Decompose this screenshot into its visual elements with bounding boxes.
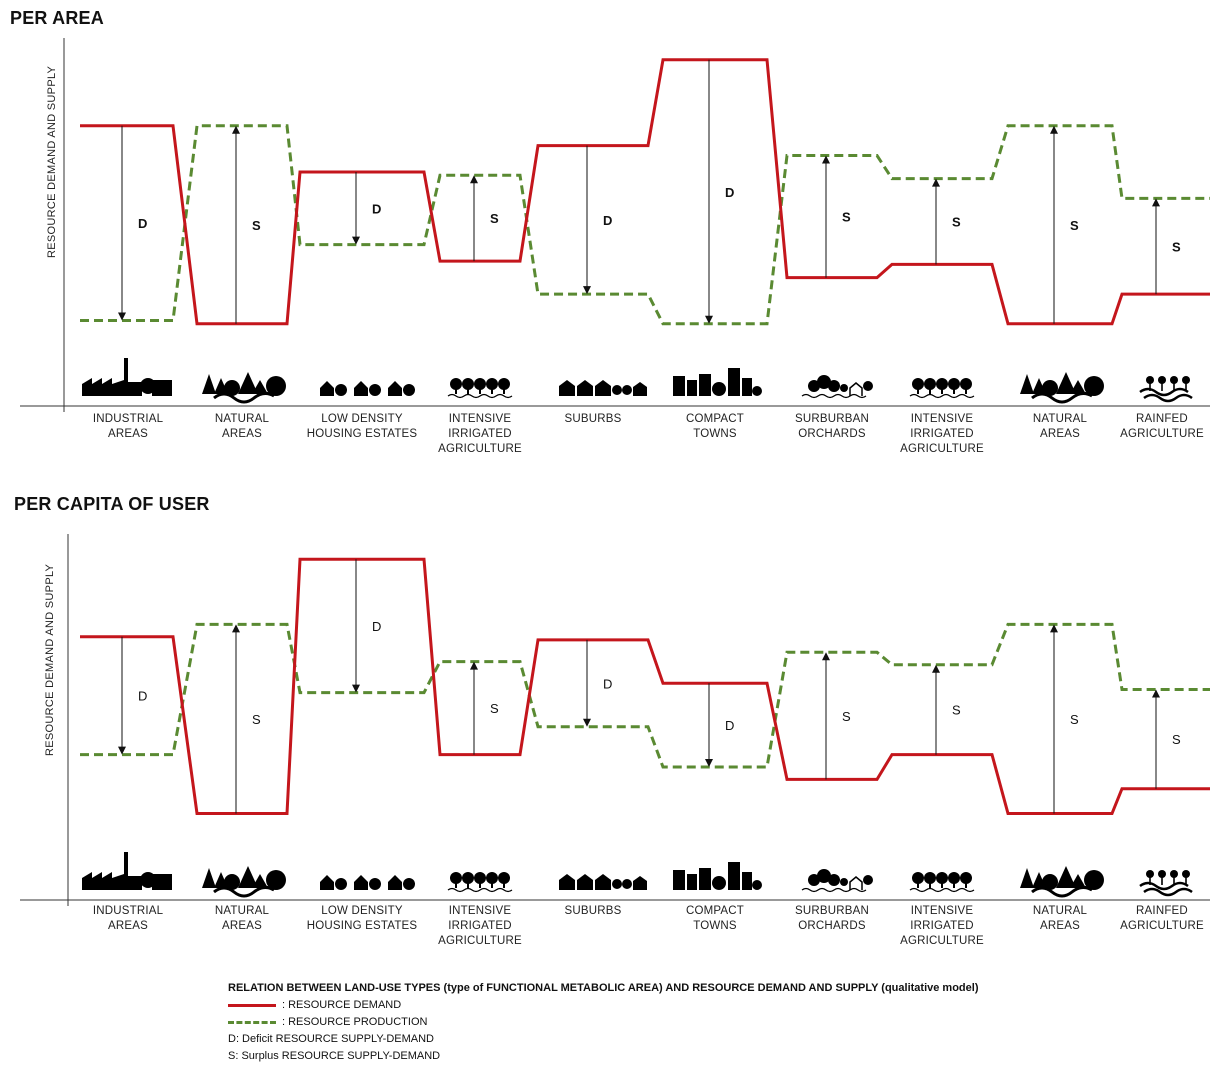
category-label-3: LOW DENSITY HOUSING ESTATES: [306, 413, 418, 440]
category-label-9: NATURAL AREAS: [1032, 905, 1088, 932]
surplus-marker-7: S: [842, 210, 851, 225]
surplus-arrow-8: [932, 664, 940, 755]
deficit-arrow-5: [583, 145, 591, 295]
deficit-marker-3: D: [372, 619, 381, 634]
city-blocks-icon: [673, 862, 762, 890]
legend-demand-swatch: [228, 1004, 276, 1007]
legend-demand-label: : RESOURCE DEMAND: [282, 999, 402, 1011]
surplus-marker-2: S: [252, 218, 261, 233]
deficit-arrow-1: [118, 125, 126, 321]
city-blocks-icon: [673, 368, 762, 396]
crop-trees-icon: [447, 378, 513, 399]
surplus-arrow-4: [470, 175, 478, 262]
category-label-5: SUBURBS: [564, 905, 622, 917]
deficit-arrow-6: [705, 59, 713, 324]
surplus-marker-10: S: [1172, 239, 1181, 254]
category-label-10: RAINFED AGRICULTURE: [1120, 905, 1204, 932]
deficit-marker-6: D: [725, 718, 734, 733]
legend-surplus: S: Surplus RESOURCE SUPPLY-DEMAND: [228, 1050, 441, 1062]
resource-demand-line: [80, 557, 1210, 815]
surplus-arrow-7: [822, 652, 830, 780]
legend-production-swatch: [228, 1021, 276, 1024]
deficit-marker-1: D: [138, 689, 147, 704]
category-label-1: INDUSTRIAL AREAS: [92, 905, 164, 932]
category-label-6: COMPACT TOWNS: [685, 905, 745, 932]
category-label-4: INTENSIVE IRRIGATED AGRICULTURE: [438, 413, 522, 455]
surplus-marker-4: S: [490, 701, 499, 716]
legend-production-label: : RESOURCE PRODUCTION: [282, 1016, 428, 1028]
surplus-arrow-2: [232, 624, 240, 814]
surplus-marker-9: S: [1070, 712, 1079, 727]
category-label-2: NATURAL AREAS: [214, 905, 270, 932]
deficit-marker-5: D: [603, 213, 612, 228]
crop-trees-icon: [909, 378, 975, 399]
legend: RELATION BETWEEN LAND-USE TYPES (type of…: [228, 980, 978, 1065]
suburb-houses-icon: [559, 380, 647, 396]
category-label-4: INTENSIVE IRRIGATED AGRICULTURE: [438, 905, 522, 947]
crop-trees-icon: [447, 872, 513, 893]
category-label-2: NATURAL AREAS: [214, 413, 270, 440]
rainfed-crop-icon: [1139, 870, 1193, 897]
per-capita-diagram: D S D S D D S S S S: [20, 534, 1210, 906]
surplus-marker-8: S: [952, 215, 961, 230]
surplus-marker-4: S: [490, 211, 499, 226]
rainfed-crop-icon: [1139, 376, 1193, 403]
category-label-10: RAINFED AGRICULTURE: [1120, 413, 1204, 440]
surplus-marker-9: S: [1070, 218, 1079, 233]
surplus-arrow-2: [232, 125, 240, 324]
orchard-icon: [801, 375, 873, 399]
surplus-arrow-9: [1050, 624, 1058, 814]
forest-icon: [1020, 372, 1104, 404]
resource-production-line: [80, 622, 1210, 769]
surplus-marker-8: S: [952, 703, 961, 718]
deficit-arrow-3: [352, 172, 360, 245]
deficit-arrow-3: [352, 559, 360, 693]
panel-title-per-area: PER AREA: [10, 8, 104, 28]
panel-title-per-capita: PER CAPITA OF USER: [14, 494, 210, 514]
surplus-arrow-9: [1050, 125, 1058, 324]
legend-item-demand: : RESOURCE DEMAND: [228, 997, 978, 1014]
surplus-arrow-10: [1152, 689, 1160, 789]
resource-production-line: [80, 124, 1210, 326]
legend-heading: RELATION BETWEEN LAND-USE TYPES (type of…: [228, 982, 979, 994]
per-area-diagram: D S D S D D S S S S: [20, 38, 1210, 412]
deficit-marker-5: D: [603, 676, 612, 691]
forest-icon: [1020, 866, 1104, 898]
suburb-houses-icon: [559, 874, 647, 890]
deficit-arrow-6: [705, 683, 713, 767]
deficit-marker-3: D: [372, 201, 381, 216]
category-label-5: SUBURBS: [564, 413, 622, 425]
legend-deficit: D: Deficit RESOURCE SUPPLY-DEMAND: [228, 1033, 434, 1045]
category-label-1: INDUSTRIAL AREAS: [92, 413, 164, 440]
factory-icon: [82, 358, 172, 396]
deficit-marker-6: D: [725, 185, 734, 200]
category-label-7: SURBURBAN ORCHARDS: [794, 413, 869, 440]
houses-icon: [320, 875, 415, 890]
surplus-arrow-10: [1152, 198, 1160, 295]
crop-trees-icon: [909, 872, 975, 893]
surplus-marker-7: S: [842, 709, 851, 724]
deficit-marker-1: D: [138, 216, 147, 231]
category-label-3: LOW DENSITY HOUSING ESTATES: [306, 905, 418, 932]
surplus-arrow-4: [470, 661, 478, 755]
resource-demand-line: [80, 58, 1210, 326]
deficit-arrow-1: [118, 636, 126, 755]
deficit-arrow-5: [583, 639, 591, 727]
legend-item-production: : RESOURCE PRODUCTION: [228, 1014, 978, 1031]
surplus-marker-2: S: [252, 712, 261, 727]
surplus-marker-10: S: [1172, 732, 1181, 747]
category-label-6: COMPACT TOWNS: [685, 413, 745, 440]
forest-icon: [202, 372, 286, 404]
houses-icon: [320, 381, 415, 396]
factory-icon: [82, 852, 172, 890]
category-label-8: INTENSIVE IRRIGATED AGRICULTURE: [900, 905, 984, 947]
category-label-7: SURBURBAN ORCHARDS: [794, 905, 869, 932]
category-label-9: NATURAL AREAS: [1032, 413, 1088, 440]
surplus-arrow-8: [932, 178, 940, 265]
category-label-8: INTENSIVE IRRIGATED AGRICULTURE: [900, 413, 984, 455]
forest-icon: [202, 866, 286, 898]
surplus-arrow-7: [822, 155, 830, 278]
orchard-icon: [801, 869, 873, 893]
